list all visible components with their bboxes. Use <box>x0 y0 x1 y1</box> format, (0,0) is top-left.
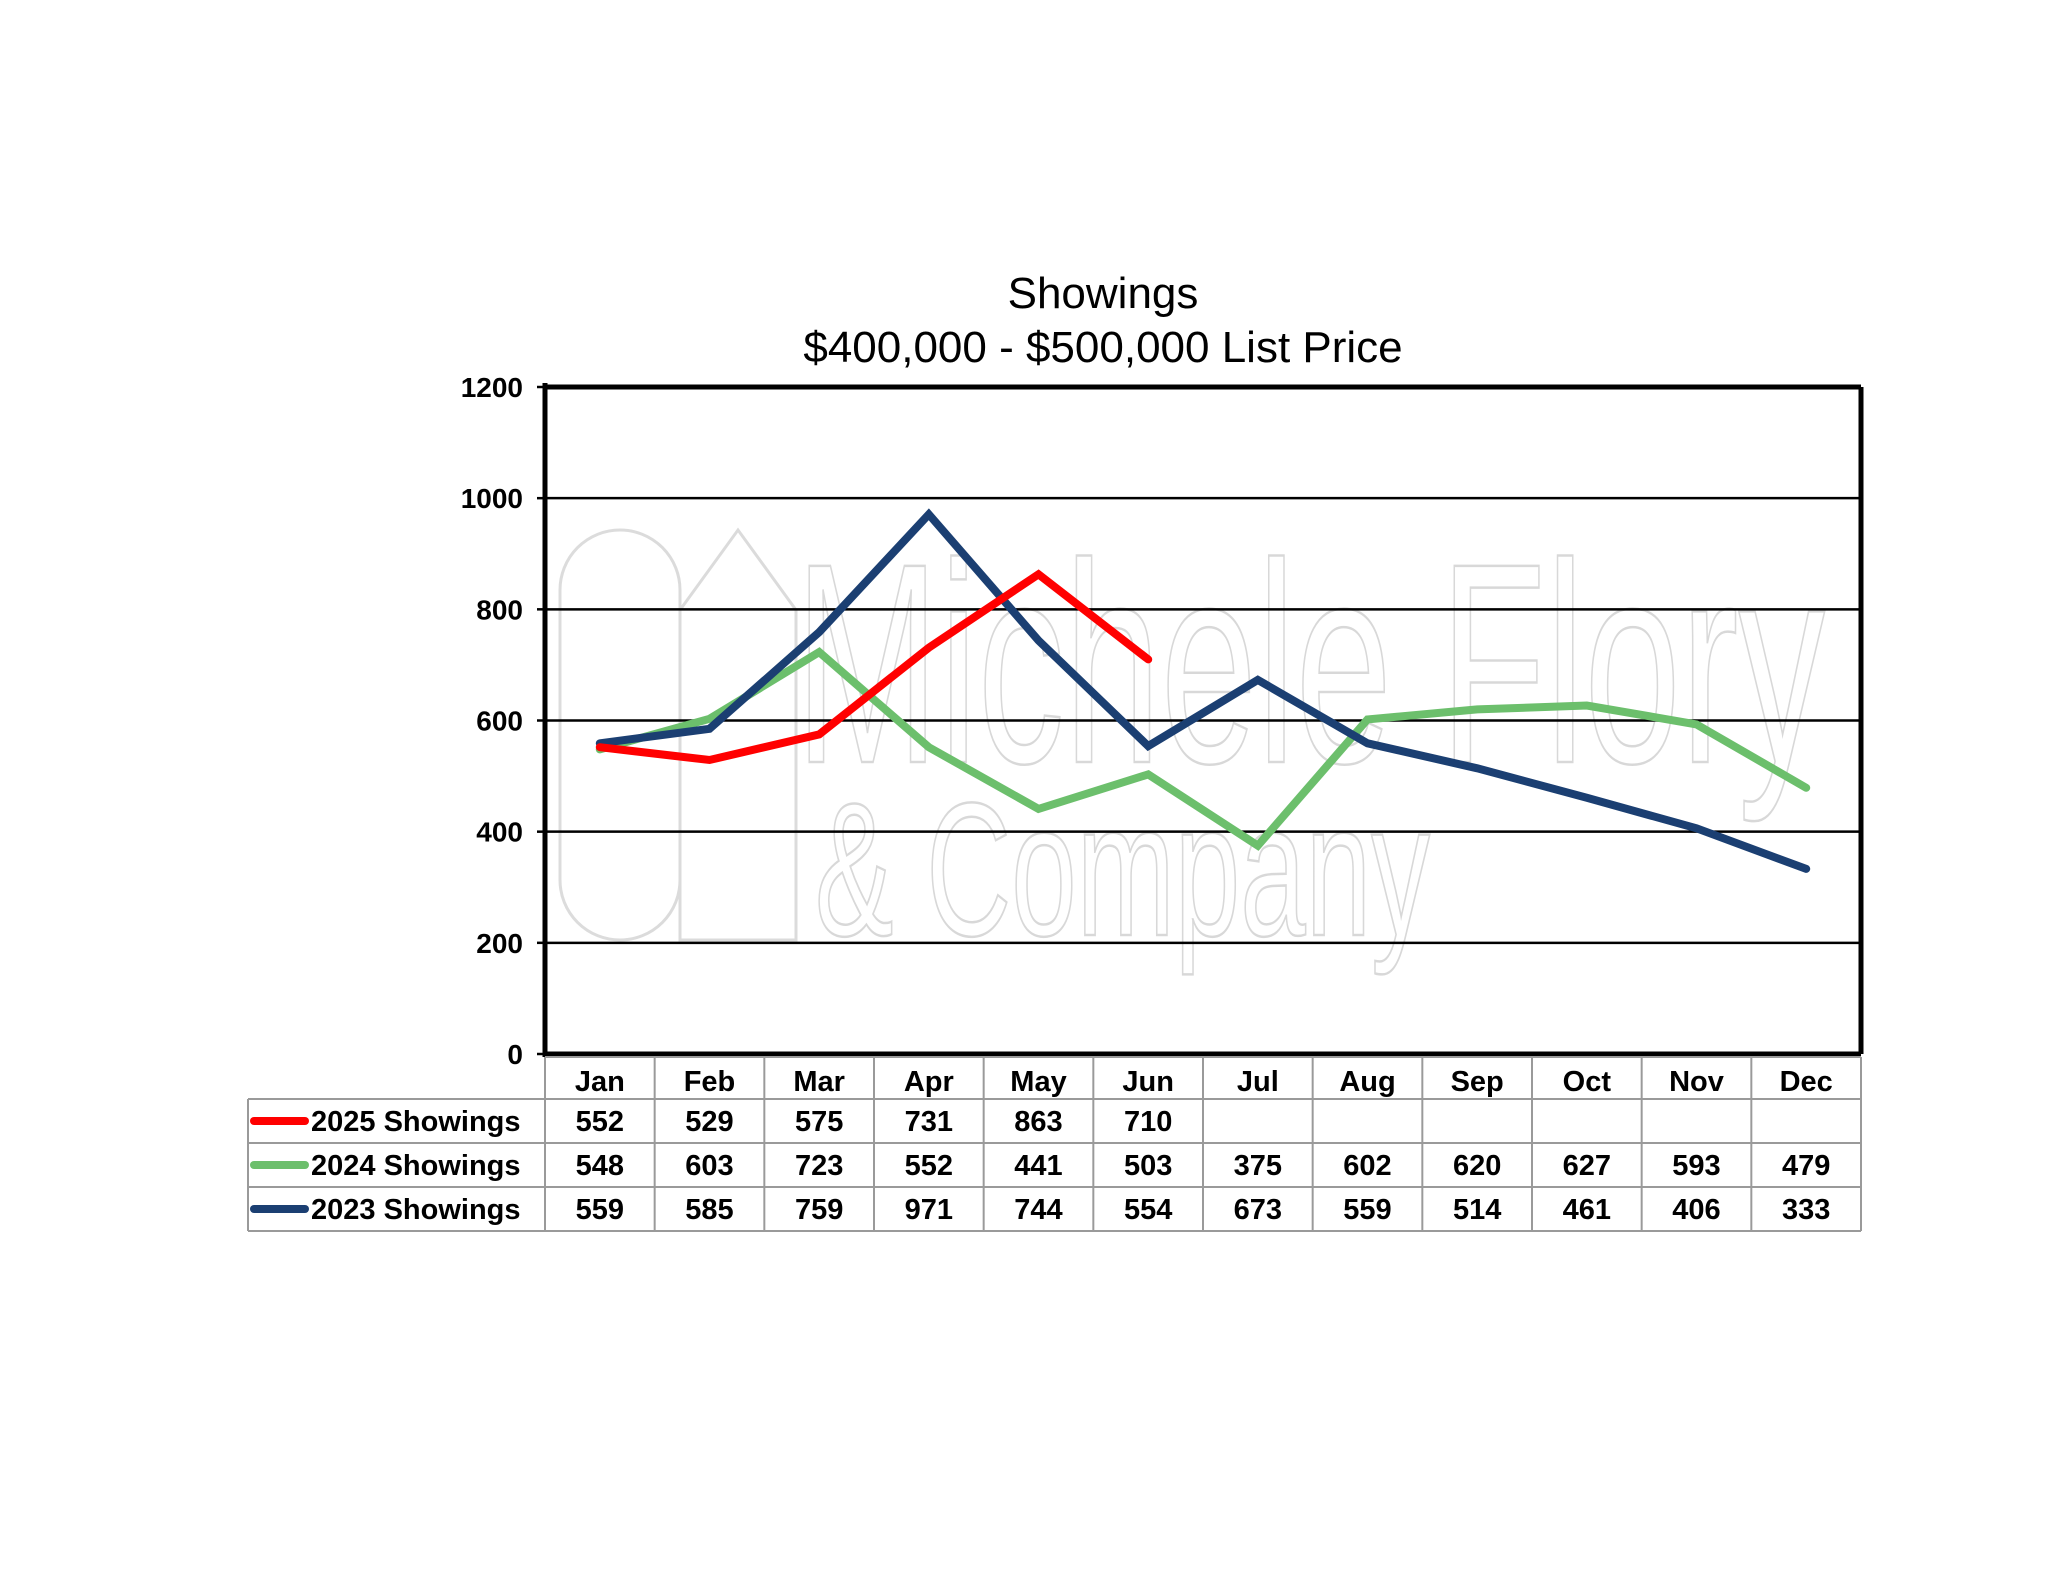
x-category-label: Nov <box>1669 1066 1724 1098</box>
watermark-house-icon <box>678 527 798 942</box>
table-value: 710 <box>1124 1106 1172 1138</box>
x-category-label: Jul <box>1237 1066 1279 1098</box>
table-value: 863 <box>1014 1106 1062 1138</box>
table-value: 375 <box>1234 1150 1282 1182</box>
series-line-2024-showings <box>595 647 1811 851</box>
x-category-label: Oct <box>1563 1066 1612 1098</box>
y-tick-label: 200 <box>476 928 523 959</box>
table-value: 461 <box>1563 1194 1611 1226</box>
table-value: 744 <box>1014 1194 1062 1226</box>
x-category-label: Apr <box>904 1066 954 1098</box>
x-category-label: Jan <box>575 1066 625 1098</box>
table-value: 559 <box>1343 1194 1391 1226</box>
table-value: 585 <box>685 1194 733 1226</box>
table-value: 554 <box>1124 1194 1172 1226</box>
table-value: 723 <box>795 1150 843 1182</box>
x-category-label: Aug <box>1339 1066 1395 1098</box>
table-value: 602 <box>1343 1150 1391 1182</box>
chart-title: Showings <box>1008 269 1199 318</box>
table-value: 548 <box>576 1150 624 1182</box>
table-value: 673 <box>1234 1194 1282 1226</box>
legend-label: 2025 Showings <box>311 1106 521 1138</box>
table-value: 333 <box>1782 1194 1830 1226</box>
table-value: 559 <box>576 1194 624 1226</box>
data-table: Jan Feb Mar Apr May Jun Jul Aug Sep Oct Nov Dec 2025… <box>247 1056 1862 1232</box>
table-value: 552 <box>576 1106 624 1138</box>
y-tick-label: 600 <box>476 706 523 737</box>
x-category-label: May <box>1010 1066 1066 1098</box>
gridlines <box>545 496 1861 945</box>
table-value: 552 <box>905 1150 953 1182</box>
table-value: 731 <box>905 1106 953 1138</box>
table-value: 441 <box>1014 1150 1062 1182</box>
table-value: 759 <box>795 1194 843 1226</box>
table-value: 575 <box>795 1106 843 1138</box>
watermark-line-2: & Company <box>815 764 1430 976</box>
x-category-label: Mar <box>793 1066 845 1098</box>
chart-subtitle: $400,000 - $500,000 List Price <box>803 323 1402 372</box>
table-value: 971 <box>905 1194 953 1226</box>
y-tick-label: 400 <box>476 817 523 848</box>
table-value: 479 <box>1782 1150 1830 1182</box>
watermark: Michele Flory & Company <box>558 504 1826 977</box>
y-tick-label: 800 <box>476 594 523 625</box>
table-value: 593 <box>1672 1150 1720 1182</box>
x-category-label: Feb <box>684 1066 736 1098</box>
x-category-label: Sep <box>1451 1066 1504 1098</box>
y-tick-label: 1000 <box>461 483 523 514</box>
x-category-label: Dec <box>1780 1066 1833 1098</box>
table-value: 603 <box>685 1150 733 1182</box>
legend-label: 2023 Showings <box>311 1194 521 1226</box>
series-line-2025-showings <box>595 569 1153 765</box>
table-value: 529 <box>685 1106 733 1138</box>
y-axis-ticks: 0 200 400 600 800 1000 1200 <box>461 372 545 1070</box>
table-value: 503 <box>1124 1150 1172 1182</box>
table-value: 620 <box>1453 1150 1501 1182</box>
table-value: 627 <box>1563 1150 1611 1182</box>
table-value: 514 <box>1453 1194 1501 1226</box>
series-lines <box>595 508 1811 873</box>
y-tick-label: 0 <box>507 1039 523 1070</box>
legend-label: 2024 Showings <box>311 1150 521 1182</box>
series-line-2023-showings <box>595 508 1811 873</box>
table-value: 406 <box>1672 1194 1720 1226</box>
x-category-label: Jun <box>1122 1066 1174 1098</box>
plot-frame <box>542 383 1864 1057</box>
y-tick-label: 1200 <box>461 372 523 403</box>
